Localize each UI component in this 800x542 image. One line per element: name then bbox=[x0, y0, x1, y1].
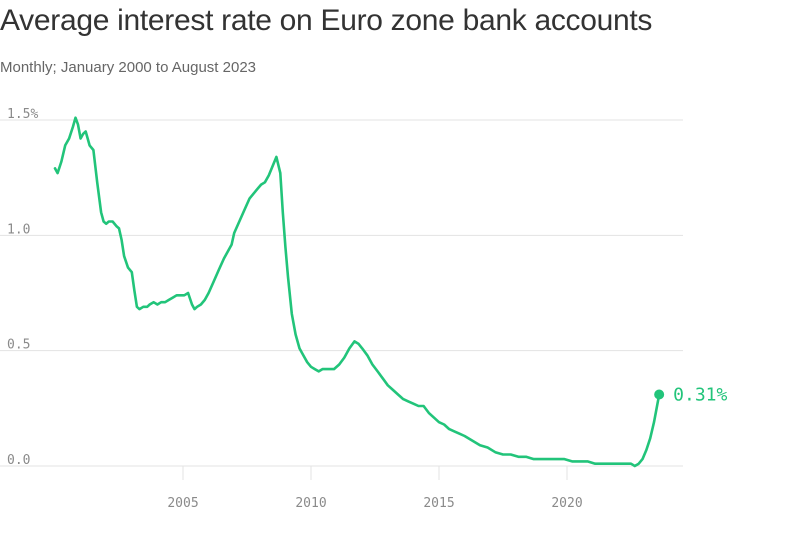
end-point bbox=[654, 389, 665, 400]
y-tick-label: 0.0 bbox=[7, 453, 30, 468]
end-value-label: 0.31% bbox=[673, 384, 727, 405]
y-tick-label: 1.0 bbox=[7, 222, 30, 237]
y-tick-label: 0.5 bbox=[7, 338, 30, 353]
y-axis: 0.0 0.5 1.0 1.5% bbox=[7, 107, 38, 468]
x-axis: 2005 2010 2015 2020 bbox=[167, 466, 583, 511]
x-tick-label: 2015 bbox=[423, 496, 454, 511]
x-tick-label: 2005 bbox=[167, 496, 198, 511]
series-line bbox=[53, 116, 661, 468]
x-tick-label: 2010 bbox=[295, 496, 326, 511]
chart-title: Average interest rate on Euro zone bank … bbox=[0, 4, 653, 37]
chart-subtitle: Monthly; January 2000 to August 2023 bbox=[0, 59, 257, 76]
grid-lines bbox=[0, 119, 683, 467]
y-tick-label: 1.5% bbox=[7, 107, 38, 122]
x-tick-label: 2020 bbox=[551, 496, 582, 511]
